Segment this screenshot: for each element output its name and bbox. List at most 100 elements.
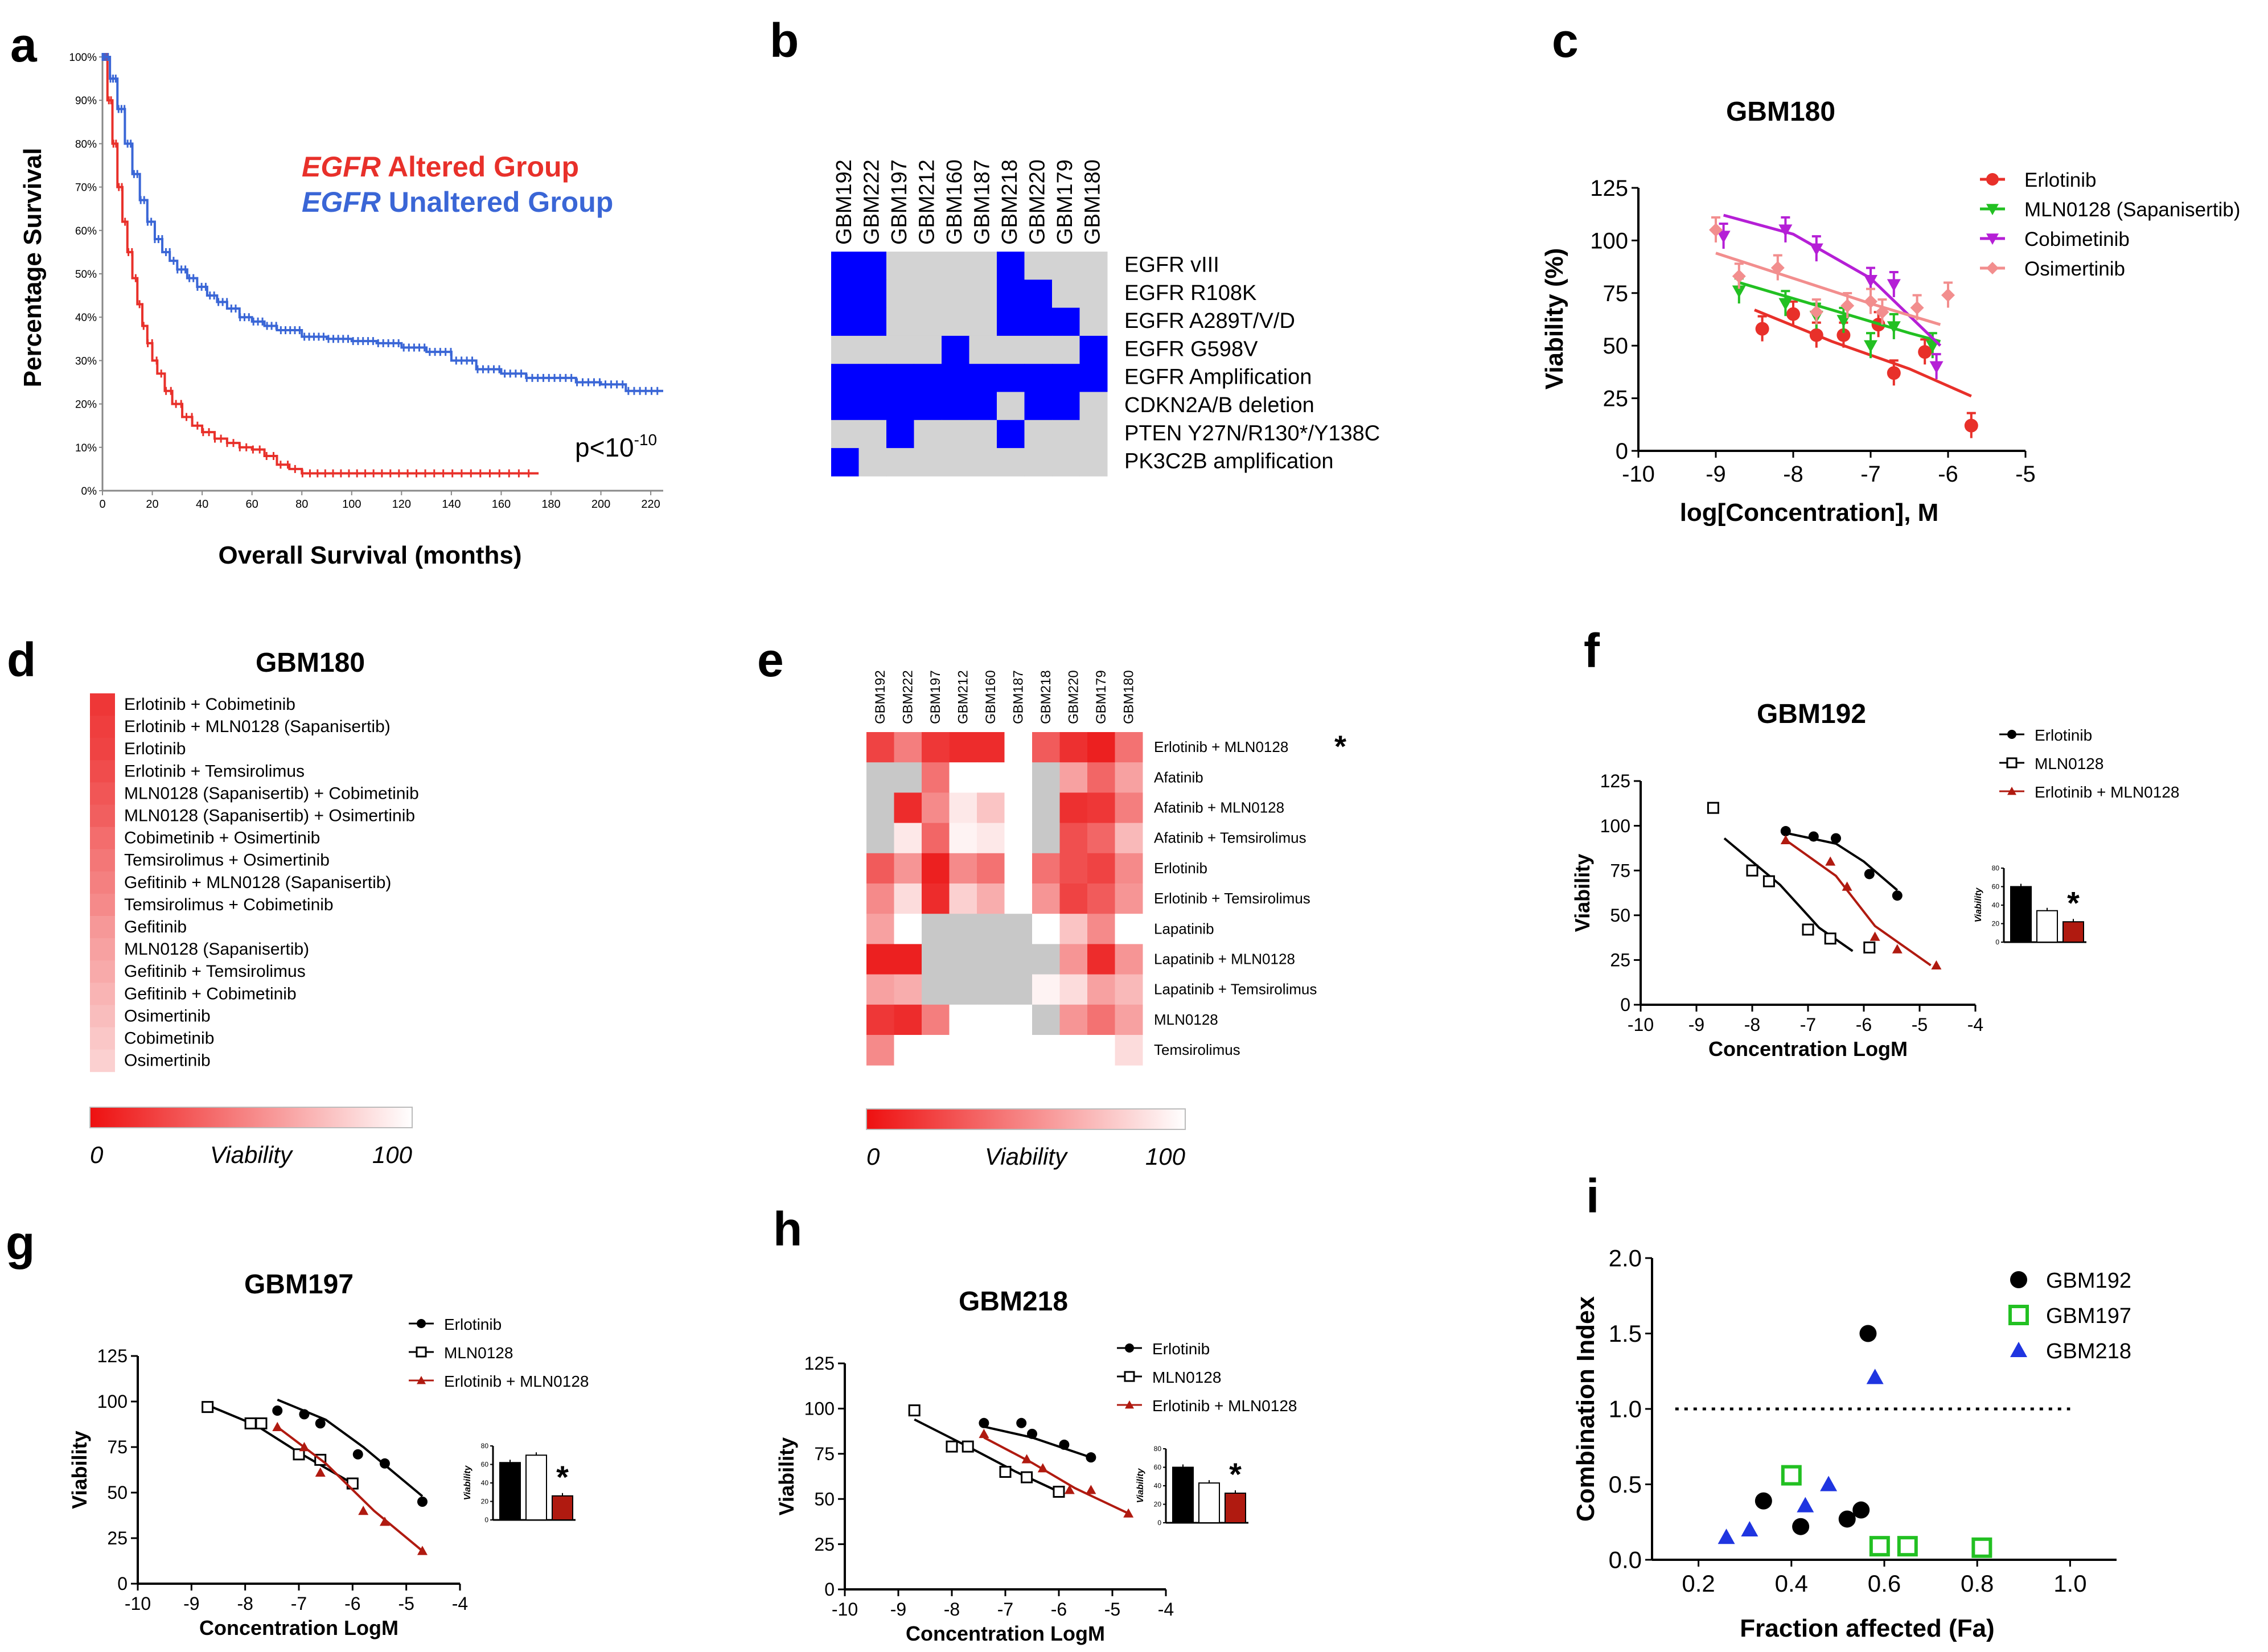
d-cell bbox=[90, 782, 115, 805]
c-data-point bbox=[1887, 366, 1901, 380]
g-x-tick-label: -4 bbox=[452, 1593, 468, 1614]
e-cell bbox=[1004, 762, 1033, 793]
a-y-axis-label: Percentage Survival bbox=[19, 148, 47, 388]
a-y-tick-label: 20% bbox=[75, 399, 97, 411]
b-cell bbox=[1052, 335, 1080, 364]
d-cell bbox=[90, 960, 115, 983]
b-cell bbox=[997, 335, 1025, 364]
h-inset-tick-label: 60 bbox=[1154, 1464, 1162, 1472]
c-legend-label: Erlotinib bbox=[2024, 169, 2096, 191]
f-x-axis-label: Concentration LogM bbox=[1708, 1037, 1908, 1061]
f-legend-marker bbox=[2006, 757, 2018, 769]
b-cell bbox=[1079, 364, 1108, 392]
c-data-point bbox=[1918, 345, 1932, 359]
i-data-point bbox=[1781, 1465, 1802, 1486]
e-cell bbox=[977, 944, 1005, 975]
a-x-tick-label: 0 bbox=[99, 498, 105, 511]
b-cell bbox=[831, 307, 859, 336]
g-inset-bar bbox=[525, 1454, 547, 1521]
b-cell bbox=[1052, 364, 1080, 392]
b-cell bbox=[831, 252, 859, 280]
i-x-tick-label: 0.8 bbox=[1961, 1570, 1994, 1597]
e-cell bbox=[1059, 974, 1088, 1005]
h-y-tick-label: 0 bbox=[824, 1579, 835, 1600]
f-data-point bbox=[1808, 831, 1819, 842]
h-inset-y-label: Viability bbox=[1136, 1468, 1145, 1503]
b-cell bbox=[997, 252, 1025, 280]
b-cell bbox=[914, 307, 942, 336]
b-col-label: GBM220 bbox=[1025, 159, 1049, 245]
i-legend-label: GBM192 bbox=[2046, 1269, 2131, 1293]
i-legend-marker bbox=[2010, 1342, 2027, 1357]
d-cell bbox=[90, 893, 115, 917]
panel-letter-h: h bbox=[773, 1202, 802, 1256]
e-cell bbox=[1115, 732, 1143, 763]
d-row-label: Gefitinib bbox=[124, 918, 187, 936]
i-legend-marker bbox=[2008, 1305, 2029, 1325]
b-cell bbox=[1024, 448, 1053, 476]
g-data-point bbox=[272, 1406, 283, 1416]
d-row-label: Osimertinib bbox=[124, 1006, 211, 1025]
b-cell bbox=[942, 448, 969, 476]
b-cell bbox=[886, 448, 914, 476]
b-cell bbox=[997, 280, 1025, 309]
e-cell bbox=[1087, 762, 1115, 793]
e-cell bbox=[894, 792, 922, 824]
i-data-point bbox=[1792, 1518, 1810, 1535]
h-data-point bbox=[908, 1404, 921, 1417]
e-col-label: GBM160 bbox=[983, 670, 999, 724]
e-cell bbox=[866, 853, 894, 884]
e-row-label: Lapatinib + Temsirolimus bbox=[1154, 981, 1317, 998]
b-cell bbox=[969, 448, 997, 476]
e-col-label: GBM180 bbox=[1121, 670, 1137, 724]
c-data-point bbox=[1732, 285, 1746, 298]
e-cell bbox=[1059, 853, 1088, 884]
b-cell bbox=[942, 335, 969, 364]
g-data-point bbox=[358, 1506, 369, 1515]
e-cell bbox=[1032, 974, 1060, 1005]
a-y-tick-label: 80% bbox=[75, 138, 97, 150]
e-cell bbox=[1004, 1004, 1033, 1035]
c-title: GBM180 bbox=[1726, 97, 1835, 127]
e-row-label: Erlotinib bbox=[1154, 860, 1207, 877]
g-legend-label: Erlotinib + MLN0128 bbox=[444, 1372, 589, 1390]
e-cell bbox=[894, 914, 922, 944]
b-cell bbox=[969, 420, 997, 449]
b-cell bbox=[886, 335, 914, 364]
b-cell bbox=[858, 364, 887, 392]
a-x-tick-label: 200 bbox=[591, 498, 610, 511]
h-data-point bbox=[1053, 1485, 1065, 1498]
b-cell bbox=[997, 392, 1025, 421]
g-data-point bbox=[244, 1417, 257, 1429]
b-cell bbox=[942, 307, 969, 336]
b-col-label: GBM187 bbox=[970, 159, 994, 245]
h-inset-bar bbox=[1198, 1482, 1220, 1523]
f-x-tick-label: -4 bbox=[1967, 1014, 1983, 1035]
c-data-point bbox=[1941, 288, 1955, 302]
a-x-tick-label: 140 bbox=[442, 498, 461, 511]
b-cell bbox=[858, 280, 887, 309]
i-y-tick-label: 1.0 bbox=[1609, 1396, 1642, 1423]
e-cell bbox=[894, 974, 922, 1005]
c-data-point bbox=[1864, 294, 1877, 309]
g-x-tick-label: -5 bbox=[398, 1593, 414, 1614]
a-pvalue: p<10-10 bbox=[575, 431, 657, 462]
i-data-point bbox=[1852, 1501, 1870, 1519]
e-cell bbox=[1004, 1035, 1033, 1066]
g-y-axis-label: Viability bbox=[68, 1431, 91, 1509]
b-cell bbox=[914, 364, 942, 392]
c-data-point bbox=[1836, 328, 1851, 342]
f-data-point bbox=[1780, 826, 1791, 837]
e-cell bbox=[894, 944, 922, 975]
h-x-axis-label: Concentration LogM bbox=[906, 1622, 1105, 1645]
h-legend-marker bbox=[1124, 1371, 1135, 1382]
d-cell bbox=[90, 693, 115, 716]
e-cell bbox=[894, 883, 922, 914]
panel-letter-d: d bbox=[7, 633, 36, 687]
e-cell bbox=[949, 944, 977, 975]
c-data-point bbox=[1864, 275, 1877, 287]
a-y-tick-label: 60% bbox=[75, 225, 97, 237]
a-y-tick-label: 10% bbox=[75, 442, 97, 454]
b-cell bbox=[831, 280, 859, 309]
b-col-label: GBM218 bbox=[998, 159, 1022, 245]
